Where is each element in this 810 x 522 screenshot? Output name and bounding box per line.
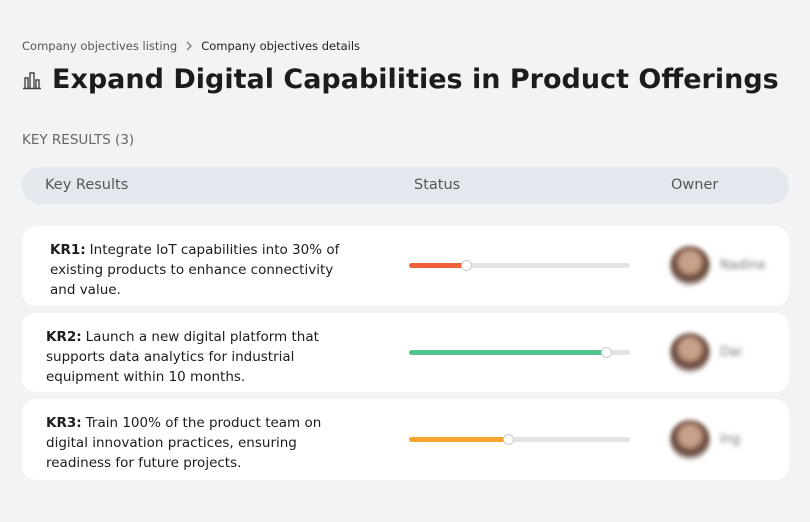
building-icon — [23, 71, 41, 89]
progress-track — [409, 346, 630, 358]
key-result-id: KR3: — [46, 415, 82, 431]
column-header: Status — [414, 177, 461, 193]
breadcrumb-current: Company objectives details — [201, 39, 361, 53]
key-result-text: KR2: Launch a new digital platform that s… — [46, 327, 356, 387]
key-result-text: KR1: Integrate IoT capabilities into 30% … — [50, 240, 360, 300]
breadcrumb-link[interactable]: Company objectives listing — [22, 39, 178, 53]
key-result-row: KR2: Launch a new digital platform that s… — [22, 313, 789, 392]
owner-avatar — [670, 246, 710, 286]
owner-avatar — [670, 419, 710, 460]
page-title: Expand Digital Capabilities in Product O… — [22, 64, 779, 95]
key-result-id: KR2: — [46, 329, 82, 345]
breadcrumb-separator — [186, 41, 193, 51]
key-result-row: KR3: Train 100% of the product team on di… — [22, 399, 789, 480]
key-result-text: KR3: Train 100% of the product team on di… — [46, 413, 356, 473]
table-header: Key Results Status Owner — [22, 167, 789, 204]
section-label: KEY RESULTS (3) — [22, 132, 135, 148]
owner-name: Dai — [720, 344, 742, 360]
progress-track — [409, 260, 630, 271]
owner-avatar — [670, 332, 710, 373]
key-result-description: Integrate IoT capabilities into 30% of e… — [50, 242, 340, 298]
key-result-row: KR1: Integrate IoT capabilities into 30% … — [22, 226, 789, 306]
progress-fill — [409, 263, 467, 268]
breadcrumb: Company objectives listing Company objec… — [22, 39, 360, 53]
progress-track — [409, 433, 630, 445]
owner-name: Ing — [720, 431, 741, 447]
progress-knob — [461, 260, 473, 271]
column-header: Key Results — [45, 177, 129, 193]
title-text: Expand Digital Capabilities in Product O… — [52, 64, 779, 95]
column-header: Owner — [671, 177, 719, 193]
owner-name: Nadine — [720, 258, 766, 273]
progress-fill — [409, 349, 606, 355]
progress-knob — [600, 346, 612, 358]
key-result-description: Launch a new digital platform that suppo… — [46, 329, 319, 385]
progress-fill — [409, 436, 509, 442]
key-result-id: KR1: — [50, 242, 86, 258]
key-result-description: Train 100% of the product team on digita… — [46, 415, 322, 471]
progress-knob — [503, 433, 515, 445]
